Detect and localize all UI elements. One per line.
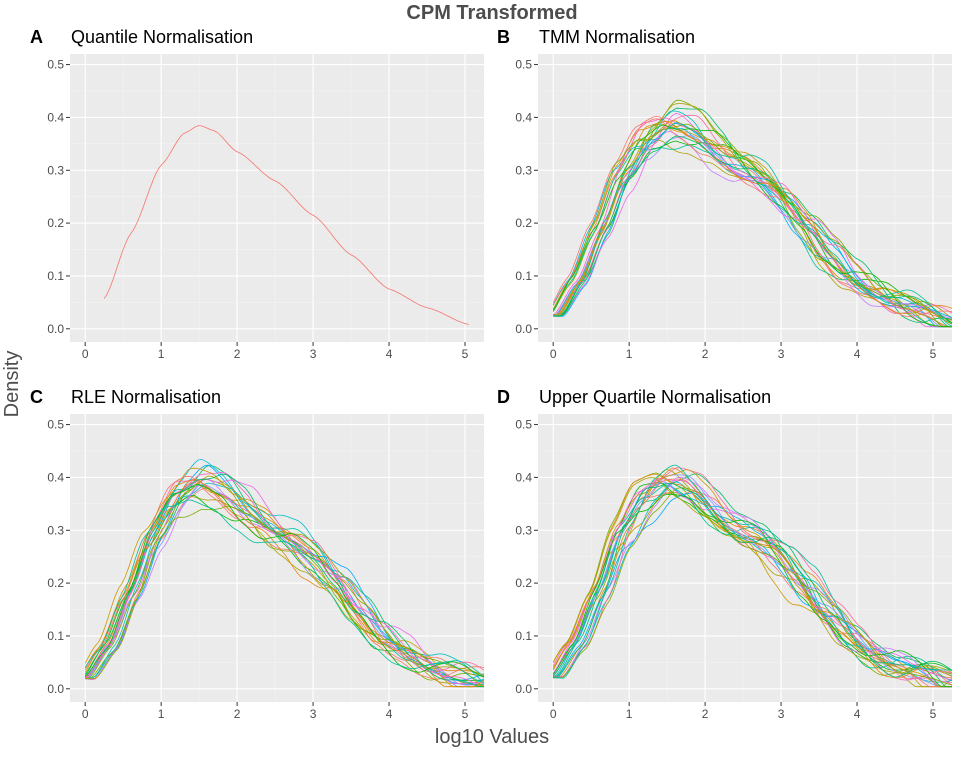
x-axis-title: log10 Values <box>435 726 549 748</box>
y-tick-label: 0.2 <box>47 216 64 230</box>
x-tick-label: 0 <box>82 707 89 721</box>
x-tick-label: 5 <box>462 347 469 361</box>
x-tick-label: 1 <box>626 347 633 361</box>
x-tick-label: 2 <box>702 347 709 361</box>
x-tick-label: 3 <box>310 707 317 721</box>
density-curve <box>84 467 484 688</box>
density-curve <box>553 464 953 679</box>
density-curve <box>553 112 953 328</box>
y-tick-label: 0.5 <box>47 58 64 72</box>
density-curve <box>84 495 485 686</box>
density-curve <box>553 135 953 325</box>
density-curve <box>84 480 485 679</box>
density-curve <box>552 493 952 688</box>
x-tick-label: 0 <box>550 347 557 361</box>
y-tick-label: 0.4 <box>515 470 532 484</box>
density-curve <box>84 499 485 684</box>
y-tick-label: 0.0 <box>47 682 64 696</box>
x-tick-label: 4 <box>386 347 393 361</box>
y-tick-label: 0.5 <box>47 418 64 432</box>
panel-d: D Upper Quartile Normalisation 0 1 2 3 4 5 0.0… <box>497 387 953 721</box>
x-tick-label: 3 <box>310 347 317 361</box>
panel-letter: D <box>497 387 510 407</box>
figure-title: CPM Transformed <box>406 2 577 24</box>
plot-background <box>538 414 952 702</box>
x-tick-label: 3 <box>778 347 785 361</box>
density-curve <box>553 467 953 679</box>
x-tick-label: 4 <box>854 347 861 361</box>
y-tick-label: 0.1 <box>47 629 64 643</box>
y-axis-title: Density <box>1 351 23 418</box>
y-tick-label: 0.1 <box>515 629 532 643</box>
panel-b: B TMM Normalisation 0 1 2 3 4 5 0.0 0.1 0.2 0.3 0.… <box>497 27 953 361</box>
y-tick-label: 0.5 <box>515 58 532 72</box>
panel-title: RLE Normalisation <box>71 387 221 407</box>
x-tick-label: 4 <box>386 707 393 721</box>
y-tick-label: 0.4 <box>47 470 64 484</box>
x-tick-label: 5 <box>462 707 469 721</box>
density-curve <box>84 479 485 688</box>
x-tick-label: 5 <box>930 707 937 721</box>
density-curve <box>552 469 953 688</box>
y-tick-label: 0.3 <box>515 163 532 177</box>
density-curve <box>552 117 953 316</box>
x-tick-label: 3 <box>778 707 785 721</box>
x-tick-label: 0 <box>82 347 89 361</box>
y-tick-label: 0.4 <box>515 110 532 124</box>
y-tick-label: 0.5 <box>515 418 532 432</box>
panel-title: TMM Normalisation <box>539 27 695 47</box>
x-tick-label: 2 <box>234 707 241 721</box>
density-curve <box>552 469 952 688</box>
panel-title: Quantile Normalisation <box>71 27 253 47</box>
y-tick-label: 0.3 <box>515 523 532 537</box>
x-tick-label: 1 <box>158 347 165 361</box>
density-curve <box>552 474 952 688</box>
x-tick-label: 1 <box>626 707 633 721</box>
panel-c: C RLE Normalisation 0 1 2 3 4 5 0.0 0.1 0.2 0.3 0.… <box>30 387 485 721</box>
panel-letter: A <box>30 27 43 47</box>
y-tick-label: 0.1 <box>515 269 532 283</box>
x-tick-label: 4 <box>854 707 861 721</box>
y-tick-label: 0.3 <box>47 523 64 537</box>
y-tick-label: 0.3 <box>47 163 64 177</box>
y-tick-label: 0.2 <box>515 576 532 590</box>
density-curve <box>553 122 953 327</box>
x-tick-label: 0 <box>550 707 557 721</box>
panel-letter: B <box>497 27 510 47</box>
density-curve <box>553 482 953 678</box>
y-tick-label: 0.2 <box>47 576 64 590</box>
y-tick-label: 0.4 <box>47 110 64 124</box>
panel-title: Upper Quartile Normalisation <box>539 387 771 407</box>
density-curve <box>84 482 485 687</box>
panel-a: A Quantile Normalisation 0 1 2 3 4 5 0.0 0.1 0.2… <box>30 27 484 361</box>
density-curve <box>85 478 485 684</box>
y-tick-label: 0.1 <box>47 269 64 283</box>
y-tick-label: 0.0 <box>47 322 64 336</box>
x-tick-label: 5 <box>930 347 937 361</box>
density-curve <box>552 482 953 678</box>
density-curve <box>103 125 469 325</box>
density-curve <box>85 478 485 686</box>
y-tick-label: 0.0 <box>515 322 532 336</box>
density-curve <box>553 121 953 318</box>
density-curve <box>552 124 952 328</box>
y-tick-label: 0.0 <box>515 682 532 696</box>
x-tick-label: 2 <box>702 707 709 721</box>
x-tick-label: 2 <box>234 347 241 361</box>
panel-letter: C <box>30 387 43 407</box>
density-curve <box>85 475 485 680</box>
plot-background <box>70 54 484 342</box>
x-tick-label: 1 <box>158 707 165 721</box>
y-tick-label: 0.2 <box>515 216 532 230</box>
density-curve <box>85 506 485 688</box>
density-curve <box>552 472 953 676</box>
density-curve <box>553 120 953 317</box>
